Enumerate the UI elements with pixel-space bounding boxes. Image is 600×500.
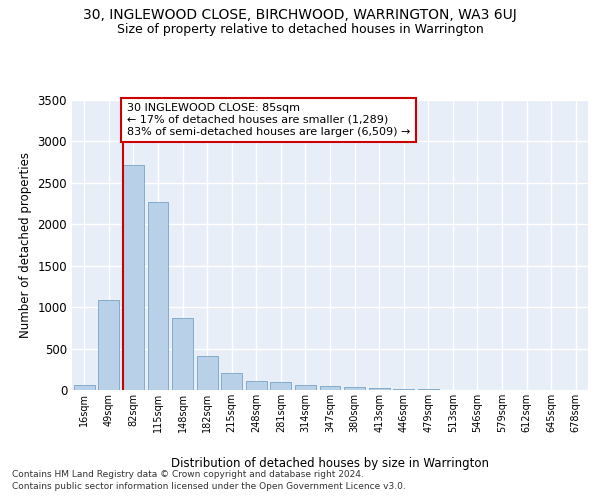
Bar xyxy=(98,300,119,390)
Bar xyxy=(418,389,439,390)
Text: 30 INGLEWOOD CLOSE: 85sqm
← 17% of detached houses are smaller (1,289)
83% of se: 30 INGLEWOOD CLOSE: 85sqm ← 17% of detac… xyxy=(127,104,410,136)
Bar xyxy=(393,389,414,390)
Text: 30, INGLEWOOD CLOSE, BIRCHWOOD, WARRINGTON, WA3 6UJ: 30, INGLEWOOD CLOSE, BIRCHWOOD, WARRINGT… xyxy=(83,8,517,22)
Y-axis label: Number of detached properties: Number of detached properties xyxy=(19,152,32,338)
Bar xyxy=(344,386,365,390)
Text: Distribution of detached houses by size in Warrington: Distribution of detached houses by size … xyxy=(171,458,489,470)
Bar xyxy=(271,382,292,390)
Bar xyxy=(123,164,144,390)
Bar xyxy=(221,372,242,390)
Text: Contains public sector information licensed under the Open Government Licence v3: Contains public sector information licen… xyxy=(12,482,406,491)
Bar xyxy=(368,388,389,390)
Text: Size of property relative to detached houses in Warrington: Size of property relative to detached ho… xyxy=(116,22,484,36)
Bar xyxy=(197,356,218,390)
Text: Contains HM Land Registry data © Crown copyright and database right 2024.: Contains HM Land Registry data © Crown c… xyxy=(12,470,364,479)
Bar xyxy=(320,386,340,390)
Bar xyxy=(172,318,193,390)
Bar xyxy=(295,385,316,390)
Bar xyxy=(74,386,95,390)
Bar xyxy=(148,202,169,390)
Bar xyxy=(246,382,267,390)
